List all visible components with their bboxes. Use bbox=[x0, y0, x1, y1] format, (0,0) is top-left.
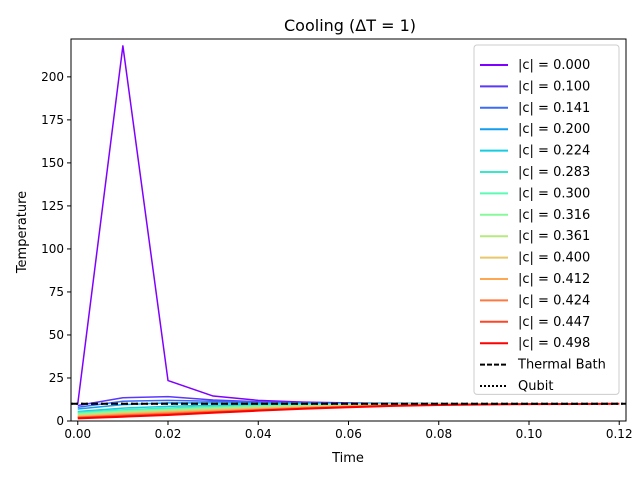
legend-label-series-1: |c| = 0.100 bbox=[518, 79, 590, 94]
y-tick-label-7: 175 bbox=[41, 113, 64, 127]
legend-label-series-13: |c| = 0.498 bbox=[518, 336, 590, 351]
legend-label-series-4: |c| = 0.224 bbox=[518, 144, 590, 159]
y-tick-label-3: 75 bbox=[49, 285, 64, 299]
y-tick-label-5: 125 bbox=[41, 199, 64, 213]
legend-label-series-9: |c| = 0.400 bbox=[518, 251, 590, 266]
y-axis-label: Temperature bbox=[15, 191, 30, 274]
axes: 0.00 0.02 0.04 0.06 0.08 0.10 0.12 0 25 50 75 100 12… bbox=[41, 38, 633, 441]
x-tick-label-1: 0.02 bbox=[155, 427, 182, 441]
x-tick-label-3: 0.06 bbox=[335, 427, 362, 441]
series-line-13 bbox=[77, 402, 620, 420]
x-tick-label-6: 0.12 bbox=[606, 427, 633, 441]
legend-label-series-8: |c| = 0.361 bbox=[518, 229, 590, 244]
y-tick-label-8: 200 bbox=[41, 70, 64, 84]
x-tick-label-2: 0.04 bbox=[245, 427, 272, 441]
x-tick-label-5: 0.10 bbox=[516, 427, 543, 441]
legend: |c| = 0.000 |c| = 0.100 |c| = 0.141 |c| = 0… bbox=[473, 44, 620, 395]
y-tick-label-2: 50 bbox=[49, 328, 64, 342]
y-tick-label-6: 150 bbox=[41, 156, 64, 170]
legend-label-series-5: |c| = 0.283 bbox=[518, 165, 590, 180]
x-tick-label-4: 0.08 bbox=[425, 427, 452, 441]
chart-title: Cooling (ΔT = 1) bbox=[284, 16, 416, 35]
x-tick-label-0: 0.00 bbox=[64, 427, 91, 441]
y-tick-label-1: 25 bbox=[49, 371, 64, 385]
legend-box bbox=[473, 44, 620, 395]
legend-label-series-7: |c| = 0.316 bbox=[518, 208, 590, 223]
legend-label-reference-1: Qubit bbox=[518, 379, 553, 394]
plot-area bbox=[71, 45, 626, 420]
legend-label-series-2: |c| = 0.141 bbox=[518, 101, 590, 116]
legend-label-reference-0: Thermal Bath bbox=[517, 358, 606, 373]
legend-label-series-11: |c| = 0.424 bbox=[518, 293, 590, 308]
legend-label-series-0: |c| = 0.000 bbox=[518, 58, 590, 73]
x-axis-label: Time bbox=[331, 451, 364, 466]
legend-label-series-10: |c| = 0.412 bbox=[518, 272, 590, 287]
y-tick-label-0: 0 bbox=[56, 414, 64, 428]
legend-label-series-6: |c| = 0.300 bbox=[518, 186, 590, 201]
legend-label-series-12: |c| = 0.447 bbox=[518, 315, 590, 330]
series-lines bbox=[71, 45, 626, 420]
y-tick-label-4: 100 bbox=[41, 242, 64, 256]
legend-label-series-3: |c| = 0.200 bbox=[518, 122, 590, 137]
